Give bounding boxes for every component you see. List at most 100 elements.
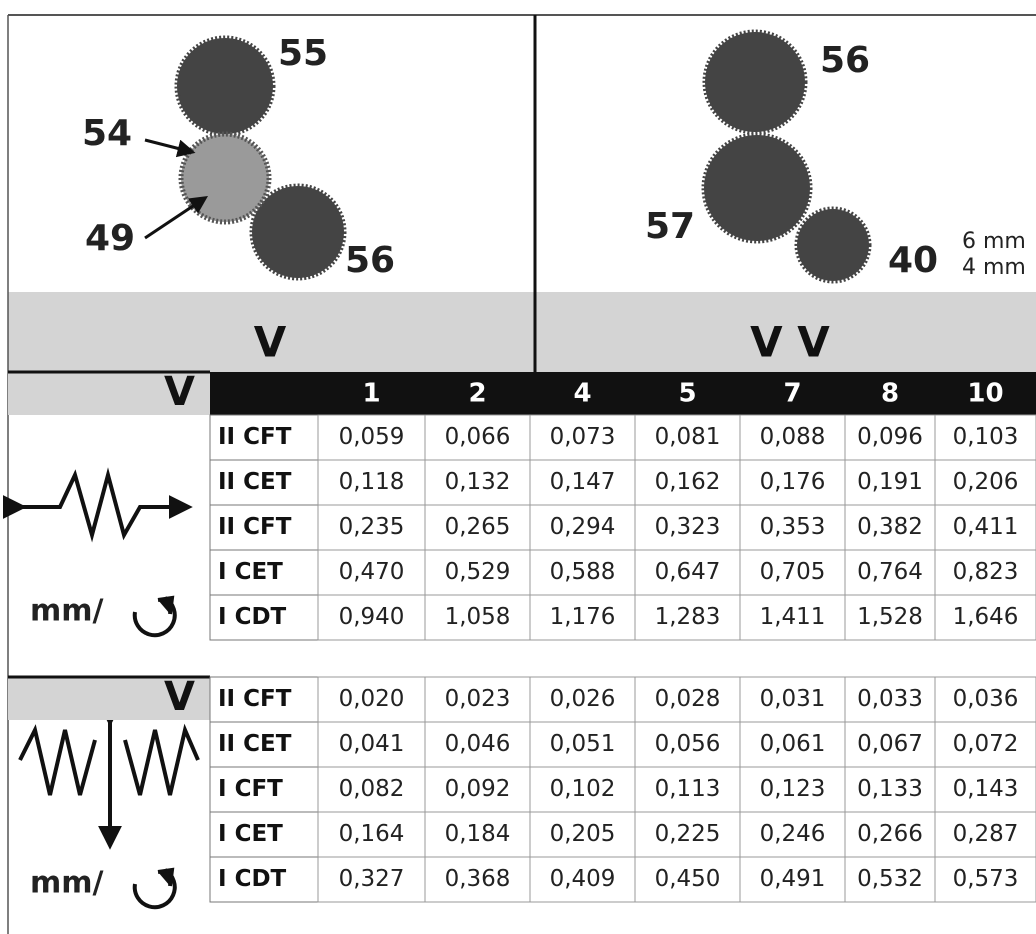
value: 0,051 (550, 731, 616, 757)
value: 0,102 (550, 776, 616, 802)
value: 0,023 (445, 686, 511, 712)
gear-label: 54 (82, 113, 132, 154)
value: 0,206 (953, 469, 1019, 495)
value: 0,123 (760, 776, 826, 802)
value: 0,573 (953, 866, 1019, 892)
value: 0,147 (550, 469, 616, 495)
row-label: I CET (218, 559, 283, 585)
value: 0,088 (760, 424, 826, 450)
value: 1,411 (760, 604, 826, 630)
value: 0,246 (760, 821, 826, 847)
value: 1,176 (550, 604, 616, 630)
panel-title: V V (750, 318, 830, 367)
value: 0,409 (550, 866, 616, 892)
value: 0,143 (953, 776, 1019, 802)
column-label: 4 (573, 379, 591, 409)
value: 0,294 (550, 514, 616, 540)
row-label: II CFT (218, 514, 292, 540)
value: 1,646 (953, 604, 1019, 630)
value: 0,764 (857, 559, 923, 585)
row-label: II CFT (218, 424, 292, 450)
value: 0,450 (655, 866, 721, 892)
value: 0,092 (445, 776, 511, 802)
value: 0,067 (857, 731, 923, 757)
panel-title: V (254, 318, 287, 367)
value: 0,287 (953, 821, 1019, 847)
column-label: 10 (967, 379, 1003, 409)
value: 0,588 (550, 559, 616, 585)
value: 0,205 (550, 821, 616, 847)
row-label: II CFT (218, 686, 292, 712)
gear-label: 40 (888, 240, 938, 281)
value: 0,327 (339, 866, 405, 892)
value: 1,058 (445, 604, 511, 630)
value: 0,225 (655, 821, 721, 847)
value: 0,033 (857, 686, 923, 712)
value: 0,031 (760, 686, 826, 712)
value: 0,323 (655, 514, 721, 540)
value: 0,235 (339, 514, 405, 540)
note: 4 mm (962, 255, 1026, 280)
value: 0,191 (857, 469, 923, 495)
value: 1,283 (655, 604, 721, 630)
value: 0,118 (339, 469, 405, 495)
value: 0,491 (760, 866, 826, 892)
value: 0,103 (953, 424, 1019, 450)
value: 0,133 (857, 776, 923, 802)
column-label: 5 (678, 379, 696, 409)
header-label: V (164, 674, 195, 720)
gear-label: 55 (278, 33, 328, 74)
value: 0,265 (445, 514, 511, 540)
value: 0,041 (339, 731, 405, 757)
value: 0,823 (953, 559, 1019, 585)
value: 0,113 (655, 776, 721, 802)
value: 0,072 (953, 731, 1019, 757)
page: 55 54 49 56 V 56 5 7 40 6 mm 4 mm V V V 1 2… (0, 0, 1036, 934)
gear-label: 49 (85, 218, 135, 259)
value: 0,529 (445, 559, 511, 585)
value: 0,940 (339, 604, 405, 630)
row-label: I CFT (218, 776, 283, 802)
value: 0,026 (550, 686, 616, 712)
unit: mm/ (30, 866, 104, 901)
value: 0,382 (857, 514, 923, 540)
value: 0,028 (655, 686, 721, 712)
note: 6 mm (962, 229, 1026, 254)
column-label: 8 (881, 379, 899, 409)
value: 0,096 (857, 424, 923, 450)
value: 0,162 (655, 469, 721, 495)
row-label: II CET (218, 469, 292, 495)
column-label: 1 (362, 379, 380, 409)
column-label: 7 (783, 379, 801, 409)
column-label: 2 (468, 379, 486, 409)
value: 0,066 (445, 424, 511, 450)
value: 0,036 (953, 686, 1019, 712)
value: 0,184 (445, 821, 511, 847)
header-band (210, 372, 1036, 415)
value: 0,059 (339, 424, 405, 450)
value: 0,164 (339, 821, 405, 847)
gear-label: 56 (345, 240, 395, 281)
value: 0,176 (760, 469, 826, 495)
header-label: V (164, 369, 195, 415)
value: 0,081 (655, 424, 721, 450)
value: 0,082 (339, 776, 405, 802)
value: 0,266 (857, 821, 923, 847)
value: 0,056 (655, 731, 721, 757)
row-label: I CET (218, 821, 283, 847)
value: 0,132 (445, 469, 511, 495)
row-label: II CET (218, 731, 292, 757)
gear-label: 56 (820, 40, 870, 81)
row-label: I CDT (218, 604, 287, 630)
value: 0,411 (953, 514, 1019, 540)
row-label: I CDT (218, 866, 287, 892)
value: 0,353 (760, 514, 826, 540)
value: 0,532 (857, 866, 923, 892)
value: 1,528 (857, 604, 923, 630)
value: 0,368 (445, 866, 511, 892)
value: 0,705 (760, 559, 826, 585)
value: 0,046 (445, 731, 511, 757)
unit: mm/ (30, 594, 104, 629)
value: 0,073 (550, 424, 616, 450)
value: 0,020 (339, 686, 405, 712)
